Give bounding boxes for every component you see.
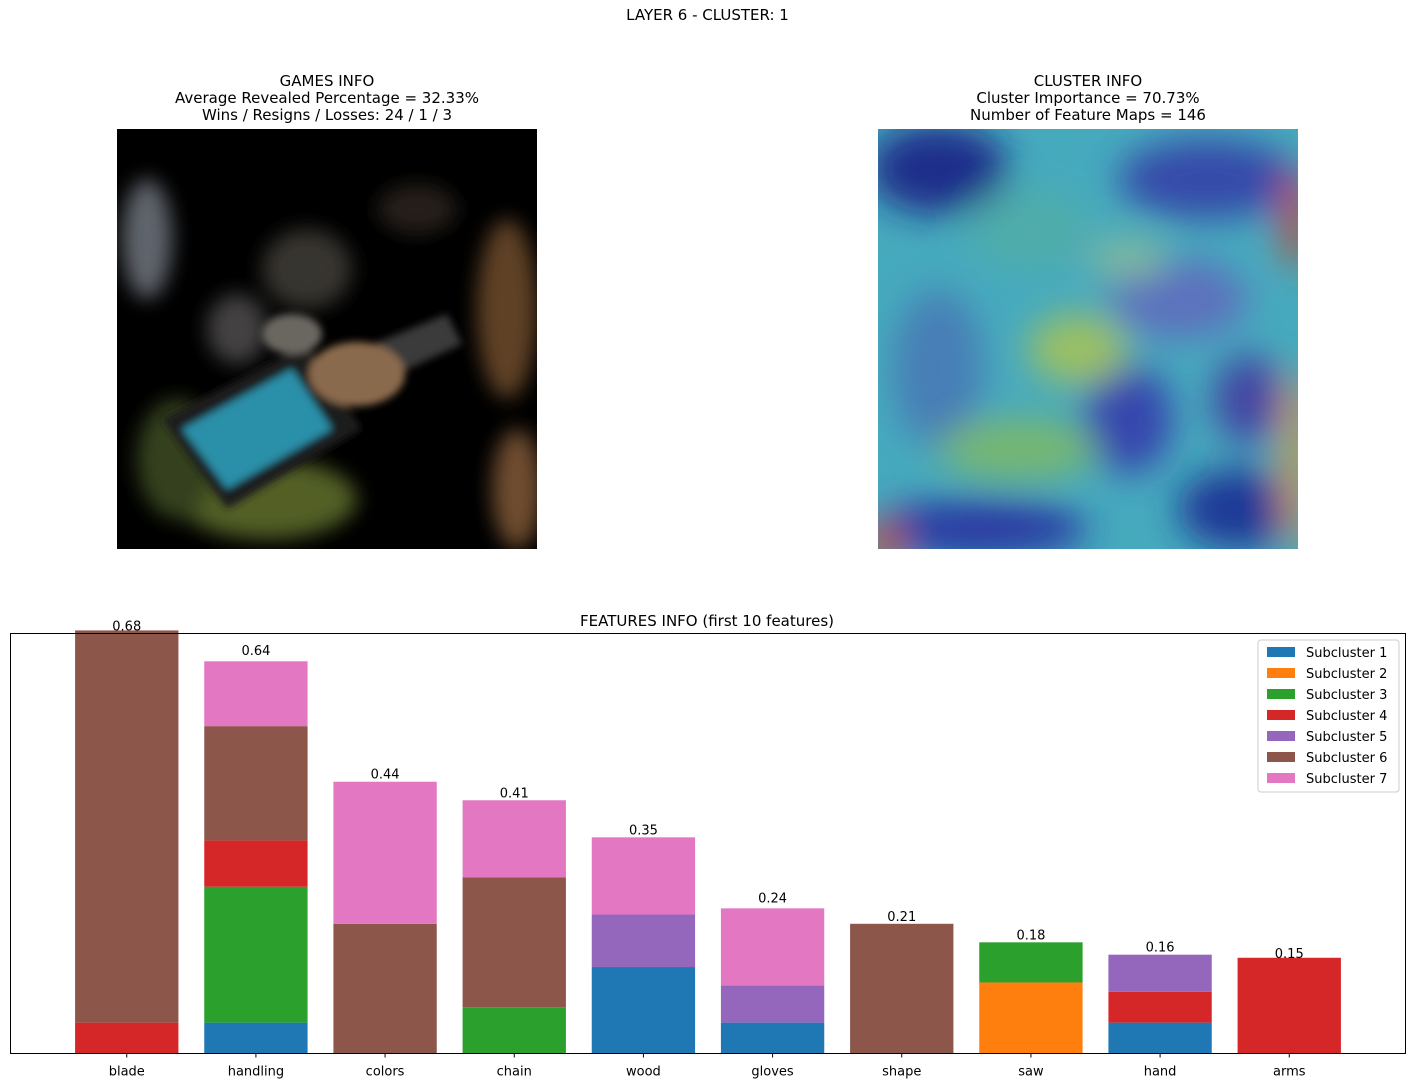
legend-label-2: Subcluster 2 [1306,667,1387,682]
x-tick-label-wood: wood [626,1065,661,1080]
labels-layer: 0.68 0.64 0.44 0.41 0.35 0.24 0.21 0.18 0.16 0.15 [112,620,1303,962]
masked-image [117,129,537,549]
x-tick-label-blade: blade [109,1065,145,1080]
total-label-handling: 0.64 [241,644,270,659]
x-tick-label-saw: saw [1018,1065,1044,1080]
total-label-chain: 0.41 [500,786,529,801]
ticks-layer: blade handling colors chain wood gloves shape s… [109,1053,1306,1080]
legend-swatch-4 [1267,710,1295,720]
x-tick-label-gloves: gloves [751,1065,794,1080]
legend-swatch-3 [1267,689,1295,699]
bar-chain-subcluster-7 [462,800,566,878]
bar-blade-subcluster-6 [75,630,179,1023]
legend-swatch-6 [1267,752,1295,762]
x-tick-label-chain: chain [497,1065,532,1080]
total-label-gloves: 0.24 [758,891,787,906]
bar-handling-subcluster-6 [204,726,308,841]
legend-swatch-1 [1267,647,1295,657]
x-tick-label-hand: hand [1144,1065,1177,1080]
bar-handling-subcluster-3 [204,886,308,1023]
bar-hand-subcluster-5 [1108,954,1212,992]
figure-title: LAYER 6 - CLUSTER: 1 [626,6,789,24]
x-tick-label-colors: colors [366,1065,405,1080]
bar-saw-subcluster-2 [979,982,1083,1054]
bar-hand-subcluster-1 [1108,1022,1212,1054]
plot-frame [10,633,1406,1054]
bar-handling-subcluster-7 [204,661,308,727]
total-label-shape: 0.21 [887,910,916,925]
x-tick-label-handling: handling [228,1065,284,1080]
bar-chain-subcluster-6 [462,877,566,1008]
bar-blade-subcluster-4 [75,1022,179,1054]
total-label-colors: 0.44 [371,768,400,783]
x-tick-label-shape: shape [882,1065,921,1080]
legend: Subcluster 1 Subcluster 2 Subcluster 3 Subc… [1257,639,1400,793]
legend-swatch-2 [1267,668,1295,678]
heatmap-image [878,129,1298,549]
legend-label-5: Subcluster 5 [1306,730,1387,745]
bar-hand-subcluster-4 [1108,991,1212,1023]
bar-gloves-subcluster-5 [720,985,825,1023]
heatmap-chainsaw-photo-icon [878,129,1298,549]
legend-label-4: Subcluster 4 [1306,709,1387,724]
games-info-record: Wins / Resigns / Losses: 24 / 1 / 3 [201,106,453,124]
games-info-heading: GAMES INFO [279,72,375,90]
bar-arms-subcluster-4 [1237,957,1341,1054]
bar-wood-subcluster-7 [591,837,696,915]
bar-gloves-subcluster-1 [720,1022,825,1054]
x-tick-label-arms: arms [1273,1065,1306,1080]
total-label-saw: 0.18 [1016,928,1045,943]
bar-handling-subcluster-1 [204,1022,308,1054]
bar-chain-subcluster-3 [462,1007,566,1054]
total-label-hand: 0.16 [1146,941,1175,956]
bar-wood-subcluster-1 [591,967,696,1054]
legend-label-7: Subcluster 7 [1306,772,1387,787]
bar-gloves-subcluster-7 [720,908,825,986]
total-label-blade: 0.68 [112,620,141,635]
legend-swatch-5 [1267,731,1295,741]
bar-shape-subcluster-6 [850,923,954,1054]
bar-colors-subcluster-6 [333,923,437,1054]
bar-saw-subcluster-3 [979,942,1083,983]
games-info-revealed: Average Revealed Percentage = 32.33% [174,89,479,107]
cluster-info-heading: CLUSTER INFO [1033,72,1143,90]
legend-swatch-7 [1267,773,1295,783]
total-label-wood: 0.35 [629,823,658,838]
cluster-info-title: CLUSTER INFO Cluster Importance = 70.73%… [878,73,1298,124]
games-info-title: GAMES INFO Average Revealed Percentage =… [117,73,537,124]
chart-title: FEATURES INFO (first 10 features) [580,612,834,630]
bars-layer [75,630,1341,1054]
bar-colors-subcluster-7 [333,781,437,924]
cluster-info-importance: Cluster Importance = 70.73% [976,89,1200,107]
legend-label-1: Subcluster 1 [1306,646,1387,661]
masked-chainsaw-photo-icon [117,129,537,549]
legend-label-6: Subcluster 6 [1306,751,1387,766]
cluster-info-feature-maps: Number of Feature Maps = 146 [970,106,1206,124]
total-label-arms: 0.15 [1275,947,1304,962]
bar-wood-subcluster-5 [591,914,696,968]
legend-label-3: Subcluster 3 [1306,688,1387,703]
bar-handling-subcluster-4 [204,840,308,887]
